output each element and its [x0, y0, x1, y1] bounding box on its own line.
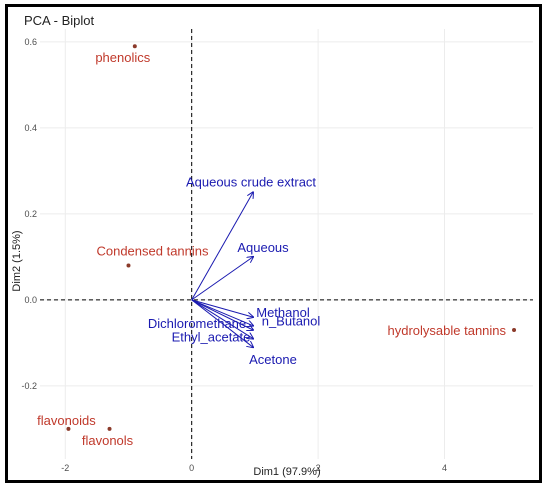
individual-point [66, 426, 71, 431]
individual-points [66, 44, 517, 431]
variable-arrow [191, 299, 253, 339]
variable-label: Acetone [249, 352, 297, 367]
point-labels: phenolics Condensed tannins hydrolysable t… [37, 50, 506, 448]
individual-point [132, 44, 137, 49]
individual-label: Condensed tannins [96, 244, 209, 259]
chart-frame: phenolics Condensed tannins hydrolysable t… [5, 4, 542, 483]
x-axis-label: Dim1 (97.9%) [253, 466, 320, 478]
individual-label: flavonoids [37, 413, 96, 428]
individual-label: phenolics [95, 50, 150, 65]
individual-label: flavonols [82, 433, 134, 448]
variable-arrow [191, 299, 253, 347]
variable-arrow [191, 257, 253, 301]
variable-arrow [191, 299, 253, 317]
individual-point [107, 426, 112, 431]
y-tick-label: 0.2 [24, 209, 37, 219]
variable-label: Methanol [256, 305, 310, 320]
variable-arrow [191, 299, 253, 326]
variable-label: Aqueous [237, 240, 289, 255]
x-tick-label: 4 [442, 463, 447, 473]
individual-point [512, 328, 517, 332]
variable-label: n_Butanol [262, 314, 321, 329]
individual-label: hydrolysable tannins [388, 323, 507, 338]
individual-point [126, 263, 131, 268]
variable-label: Aqueous crude extract [186, 174, 316, 189]
x-tick-label: 2 [316, 463, 321, 473]
reference-lines [40, 29, 533, 459]
variable-arrows [191, 192, 253, 347]
variable-label: Ethyl_acetate [172, 330, 251, 345]
chart-title: PCA - Biplot [24, 13, 94, 28]
x-tick-label: 0 [189, 463, 194, 473]
y-tick-label: 0.6 [24, 37, 37, 47]
tick-labels: -2 0 2 4 -0.2 0.0 0.2 0.4 0.6 [21, 37, 447, 473]
variable-arrow [191, 299, 253, 330]
y-tick-label: 0.4 [24, 123, 37, 133]
y-tick-label: 0.0 [24, 295, 37, 305]
y-axis-label: Dim2 (1.5%) [11, 230, 23, 291]
x-tick-label: -2 [61, 463, 69, 473]
variable-label: Dichloromethane [148, 316, 246, 331]
y-tick-label: -0.2 [21, 381, 37, 391]
variable-arrow [191, 192, 253, 301]
pca-biplot-chart: phenolics Condensed tannins hydrolysable t… [11, 13, 533, 478]
